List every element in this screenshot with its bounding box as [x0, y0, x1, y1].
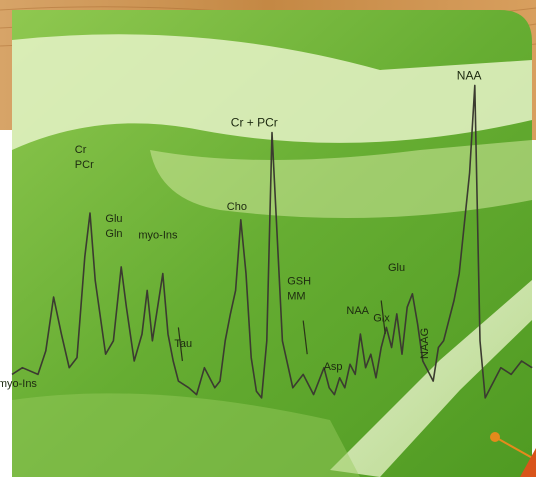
peak-pointer-2	[380, 300, 386, 335]
peak-label-0: myo-Ins	[0, 378, 37, 390]
peak-label-9: GSH	[287, 275, 311, 287]
light-streak-bottom	[12, 393, 360, 477]
peak-pointer-0	[177, 327, 183, 362]
peak-label-7: Cho	[227, 201, 247, 213]
peak-label-4: Gln	[105, 228, 122, 240]
peak-label-12: NAA	[346, 305, 369, 317]
peak-label-10: MM	[287, 290, 305, 302]
peak-label-14: Glu	[388, 262, 405, 274]
peak-label-1: Cr	[75, 144, 87, 156]
light-streak-top	[12, 34, 532, 150]
spectrum-line-0	[11, 84, 533, 399]
peak-pointer-1	[302, 320, 308, 355]
peak-label-11: Asp	[324, 361, 343, 373]
peak-label-8: Cr + PCr	[231, 116, 278, 130]
peak-label-13: Glx	[373, 313, 390, 325]
peak-label-5: myo-Ins	[138, 230, 178, 242]
light-streak-mid	[150, 140, 532, 218]
peak-label-6: Tau	[174, 338, 192, 350]
peak-label-2: PCr	[75, 159, 94, 171]
peak-label-3: Glu	[105, 213, 122, 225]
plot-area: myo-Ins Cr PCr Glu Gln myo-Ins Tau Cho Cr + PCr G…	[0, 68, 533, 399]
peak-label-16: NAA	[457, 68, 482, 82]
accent-line	[494, 436, 536, 461]
accent-dot	[490, 432, 500, 442]
accent-corner	[520, 448, 536, 477]
peak-label-15: NAAG	[419, 328, 431, 359]
